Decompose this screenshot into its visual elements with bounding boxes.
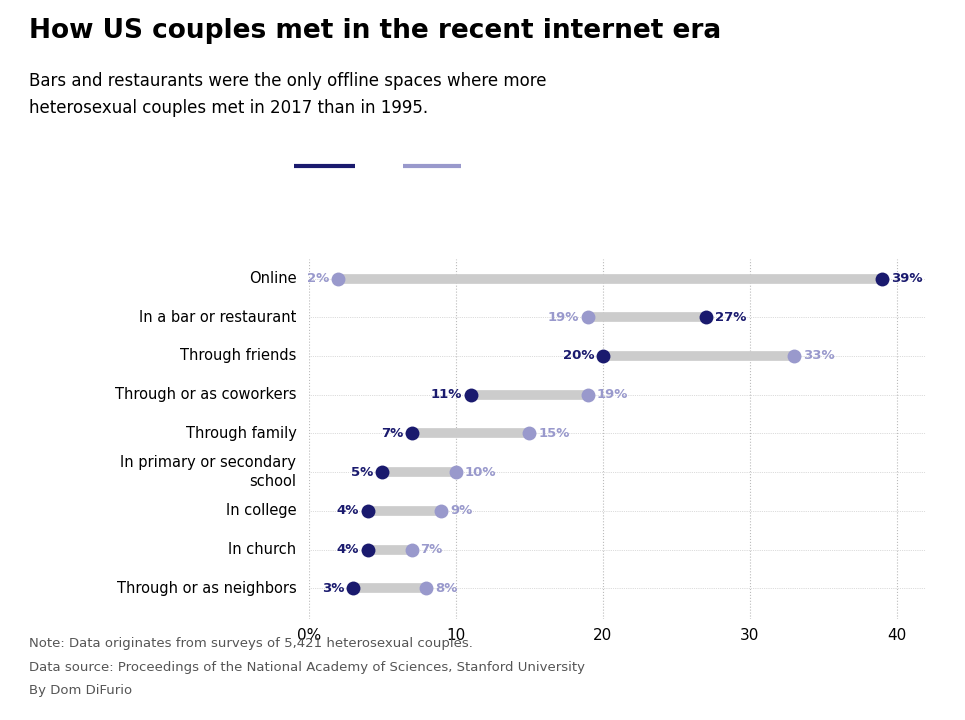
- Text: 27%: 27%: [715, 311, 746, 324]
- Text: 20%: 20%: [563, 349, 594, 362]
- Text: 39%: 39%: [891, 272, 923, 285]
- Point: [581, 312, 596, 323]
- Point: [698, 312, 713, 323]
- Text: How US couples met in the recent internet era: How US couples met in the recent interne…: [29, 18, 721, 44]
- Text: 3%: 3%: [321, 582, 345, 595]
- Point: [448, 467, 463, 478]
- Text: In primary or secondary
school: In primary or secondary school: [121, 455, 296, 489]
- Point: [595, 350, 611, 361]
- Point: [522, 428, 538, 439]
- Text: 4%: 4%: [337, 504, 359, 517]
- Text: In church: In church: [229, 542, 296, 557]
- Point: [433, 505, 449, 516]
- Point: [404, 544, 420, 555]
- Point: [404, 428, 420, 439]
- Text: By Dom DiFurio: By Dom DiFurio: [29, 684, 132, 697]
- Text: Through friends: Through friends: [180, 348, 296, 364]
- Text: 19%: 19%: [597, 388, 628, 401]
- Text: 8%: 8%: [435, 582, 457, 595]
- Text: Data source: Proceedings of the National Academy of Sciences, Stanford Universit: Data source: Proceedings of the National…: [29, 661, 585, 674]
- Text: Bars and restaurants were the only offline spaces where more: Bars and restaurants were the only offli…: [29, 72, 546, 90]
- Text: heterosexual couples met in 2017 than in 1995.: heterosexual couples met in 2017 than in…: [29, 99, 428, 117]
- Point: [581, 389, 596, 400]
- Point: [874, 273, 890, 284]
- Text: Through family: Through family: [185, 426, 296, 441]
- Point: [360, 505, 375, 516]
- Text: 15%: 15%: [538, 427, 569, 440]
- Point: [330, 273, 345, 284]
- Text: 7%: 7%: [380, 427, 403, 440]
- Text: 9%: 9%: [450, 504, 472, 517]
- Text: 5%: 5%: [351, 466, 373, 479]
- Text: Through or as neighbors: Through or as neighbors: [117, 581, 296, 595]
- Text: In college: In college: [226, 503, 296, 518]
- Text: 10%: 10%: [465, 466, 496, 479]
- Point: [419, 582, 434, 594]
- Text: Online: Online: [249, 271, 296, 286]
- Text: 7%: 7%: [421, 543, 443, 556]
- Text: 4%: 4%: [337, 543, 359, 556]
- Text: Through or as coworkers: Through or as coworkers: [115, 387, 296, 402]
- Point: [463, 389, 479, 400]
- Text: 2%: 2%: [307, 272, 329, 285]
- Text: Note: Data originates from surveys of 5,421 heterosexual couples.: Note: Data originates from surveys of 5,…: [29, 637, 473, 650]
- Point: [360, 544, 375, 555]
- Text: In a bar or restaurant: In a bar or restaurant: [139, 310, 296, 325]
- Text: 11%: 11%: [430, 388, 461, 401]
- Point: [786, 350, 802, 361]
- Text: 19%: 19%: [548, 311, 579, 324]
- Point: [374, 467, 390, 478]
- Text: 33%: 33%: [803, 349, 835, 362]
- Point: [345, 582, 361, 594]
